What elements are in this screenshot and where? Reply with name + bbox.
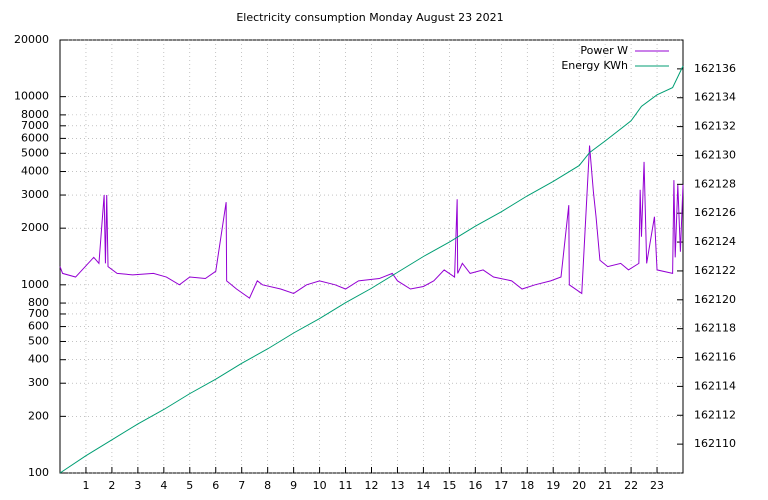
y2-tick-label: 162112 bbox=[694, 408, 736, 421]
y-tick-label: 8000 bbox=[21, 108, 49, 121]
x-tick-label: 13 bbox=[390, 479, 404, 492]
y-tick-label: 200 bbox=[28, 409, 49, 422]
chart-title: Electricity consumption Monday August 23… bbox=[236, 11, 503, 24]
x-tick-label: 23 bbox=[650, 479, 664, 492]
y-tick-label: 2000 bbox=[21, 221, 49, 234]
x-tick-label: 11 bbox=[339, 479, 353, 492]
y-tick-label: 10000 bbox=[14, 90, 49, 103]
x-tick-label: 3 bbox=[134, 479, 141, 492]
y2-tick-label: 162110 bbox=[694, 437, 736, 450]
y-tick-label: 600 bbox=[28, 320, 49, 333]
x-tick-label: 5 bbox=[186, 479, 193, 492]
x-tick-label: 1 bbox=[82, 479, 89, 492]
y-tick-label: 400 bbox=[28, 353, 49, 366]
x-tick-label: 14 bbox=[416, 479, 430, 492]
x-tick-label: 10 bbox=[313, 479, 327, 492]
x-tick-label: 2 bbox=[108, 479, 115, 492]
y-tick-label: 5000 bbox=[21, 146, 49, 159]
legend-label: Energy KWh bbox=[561, 59, 628, 72]
y2-tick-label: 162122 bbox=[694, 264, 736, 277]
legend-label: Power W bbox=[580, 44, 628, 57]
y2-tick-label: 162120 bbox=[694, 293, 736, 306]
x-tick-label: 9 bbox=[290, 479, 297, 492]
y-tick-label: 7000 bbox=[21, 119, 49, 132]
x-tick-label: 22 bbox=[624, 479, 638, 492]
y2-tick-label: 162128 bbox=[694, 177, 736, 190]
y2-tick-label: 162116 bbox=[694, 351, 736, 364]
x-tick-label: 7 bbox=[238, 479, 245, 492]
y-tick-label: 1000 bbox=[21, 278, 49, 291]
y2-tick-label: 162118 bbox=[694, 322, 736, 335]
x-tick-label: 6 bbox=[212, 479, 219, 492]
y-tick-label: 700 bbox=[28, 307, 49, 320]
y-tick-label: 3000 bbox=[21, 188, 49, 201]
x-tick-label: 4 bbox=[160, 479, 167, 492]
x-tick-label: 19 bbox=[546, 479, 560, 492]
series-line bbox=[59, 65, 684, 474]
y2-tick-label: 162124 bbox=[694, 235, 736, 248]
y2-tick-label: 162130 bbox=[694, 148, 736, 161]
x-tick-label: 12 bbox=[365, 479, 379, 492]
y2-tick-label: 162114 bbox=[694, 379, 736, 392]
x-tick-label: 18 bbox=[520, 479, 534, 492]
y2-tick-label: 162132 bbox=[694, 120, 736, 133]
y-tick-label: 4000 bbox=[21, 165, 49, 178]
y-tick-label: 300 bbox=[28, 376, 49, 389]
y2-tick-label: 162134 bbox=[694, 91, 736, 104]
y-tick-label: 20000 bbox=[14, 33, 49, 46]
y-tick-label: 800 bbox=[28, 296, 49, 309]
y-tick-label: 500 bbox=[28, 334, 49, 347]
x-tick-label: 8 bbox=[264, 479, 271, 492]
x-tick-label: 20 bbox=[572, 479, 586, 492]
x-tick-label: 15 bbox=[442, 479, 456, 492]
x-tick-label: 16 bbox=[468, 479, 482, 492]
x-tick-label: 21 bbox=[598, 479, 612, 492]
y-tick-label: 100 bbox=[28, 466, 49, 479]
series-line bbox=[59, 145, 684, 299]
y2-tick-label: 162126 bbox=[694, 206, 736, 219]
y-tick-label: 6000 bbox=[21, 131, 49, 144]
y2-tick-label: 162136 bbox=[694, 62, 736, 75]
x-tick-label: 17 bbox=[494, 479, 508, 492]
